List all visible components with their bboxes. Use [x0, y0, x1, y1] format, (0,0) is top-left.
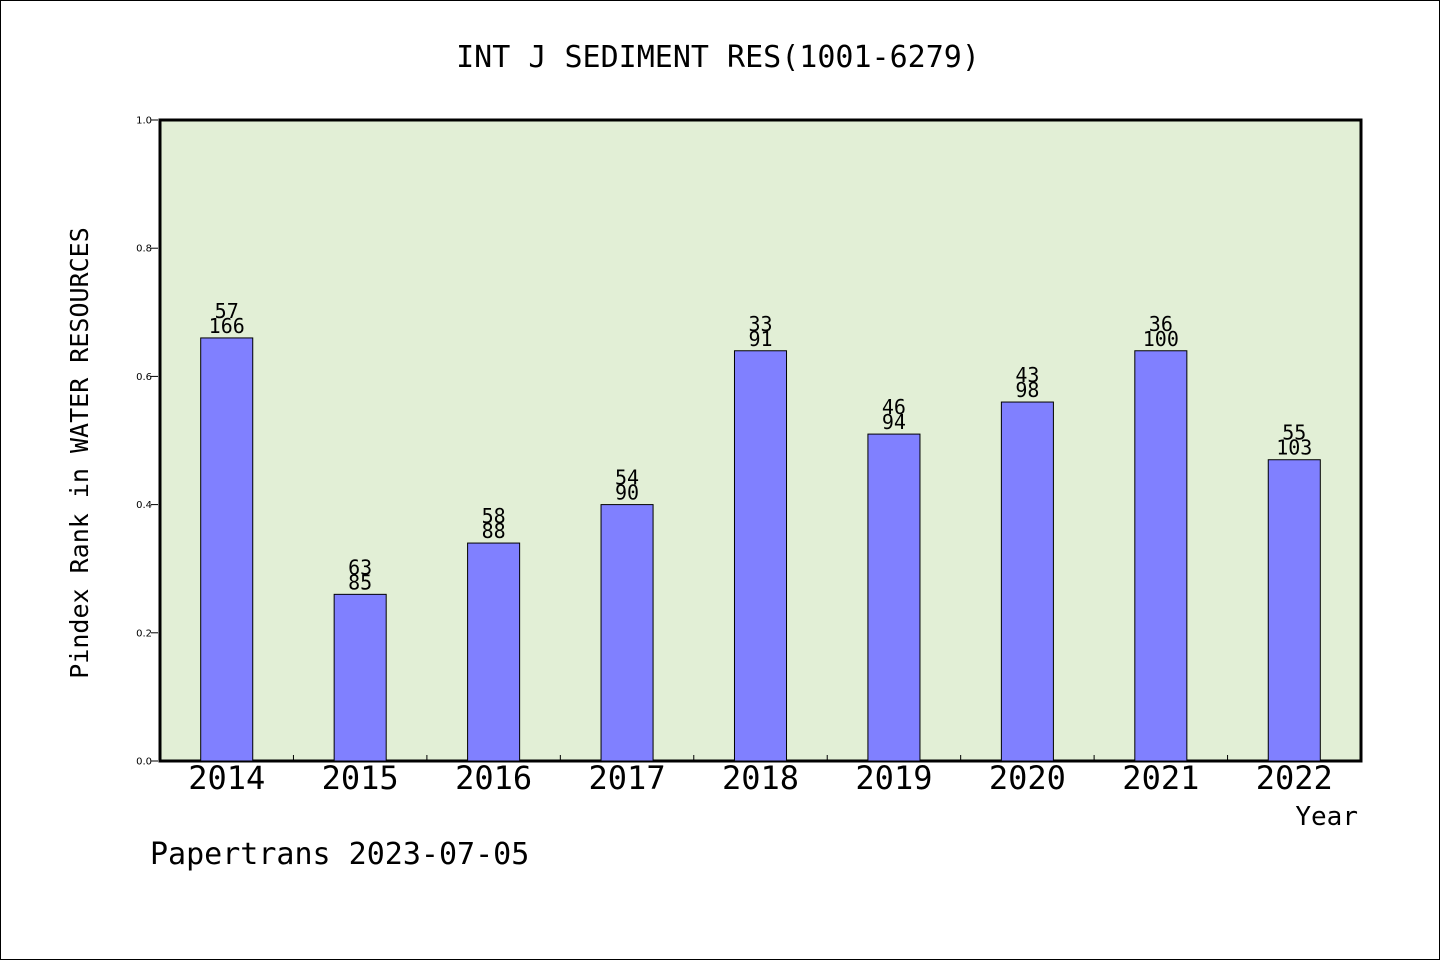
bar: [333, 593, 387, 762]
bar: [1000, 401, 1054, 762]
y-tick-label: 0.0: [136, 757, 152, 768]
bar-label-top: 36: [1149, 312, 1173, 336]
bar-label-bottom: 103: [1276, 436, 1312, 460]
bar: [1134, 350, 1188, 762]
bar-label-bottom: 100: [1143, 327, 1179, 351]
bar: [867, 433, 921, 762]
chart-title: INT J SEDIMENT RES(1001-6279): [456, 40, 980, 75]
bar-label-top: 33: [748, 312, 772, 336]
bar-label-bottom: 85: [348, 570, 372, 594]
bar-label-bottom: 90: [615, 481, 639, 505]
x-tick-label: 2019: [855, 759, 932, 797]
x-tick-label: 2018: [722, 759, 799, 797]
bar-label-top: 54: [615, 466, 639, 490]
bar: [1267, 459, 1321, 762]
x-tick-label: 2014: [188, 759, 265, 797]
y-tick-label: 1.0: [136, 116, 152, 127]
bar-label-bottom: 88: [482, 519, 506, 543]
bar-label-bottom: 98: [1015, 378, 1039, 402]
bar: [600, 504, 654, 762]
bar-label-top: 43: [1015, 363, 1039, 387]
bar: [733, 350, 788, 762]
bar-label-bottom: 166: [209, 314, 245, 338]
x-tick-label: 2020: [989, 759, 1066, 797]
bar: [467, 542, 521, 762]
bar-label-top: 46: [882, 395, 906, 419]
x-tick-label: 2015: [322, 759, 399, 797]
y-ticks: 0.0 0.2 0.4 0.6 0.8 1.0: [136, 116, 158, 768]
y-tick-label: 0.8: [136, 244, 152, 255]
bar-label-top: 63: [348, 555, 372, 579]
x-tick-label: 2021: [1122, 759, 1199, 797]
y-tick-label: 0.4: [136, 500, 152, 511]
y-tick-label: 0.6: [136, 372, 152, 383]
x-tick-label: 2016: [455, 759, 532, 797]
bar-label-top: 58: [482, 504, 506, 528]
y-tick-label: 0.2: [136, 628, 152, 639]
x-axis-label: Year: [1295, 802, 1358, 832]
footer-credit: Papertrans 2023-07-05: [150, 837, 529, 872]
bar-label-bottom: 91: [748, 327, 772, 351]
x-tick-label: 2017: [589, 759, 666, 797]
y-axis-label: Pindex Rank in WATER RESOURCES: [65, 227, 94, 679]
bar: [200, 337, 254, 762]
x-ticks: 2014 2015 2016 2017 2018 2019 2020 2021 2022: [188, 755, 1333, 797]
x-tick-label: 2022: [1256, 759, 1333, 797]
bar-label-top: 55: [1282, 421, 1306, 445]
bar-label-bottom: 94: [882, 410, 906, 434]
bar-label-top: 57: [215, 299, 239, 323]
